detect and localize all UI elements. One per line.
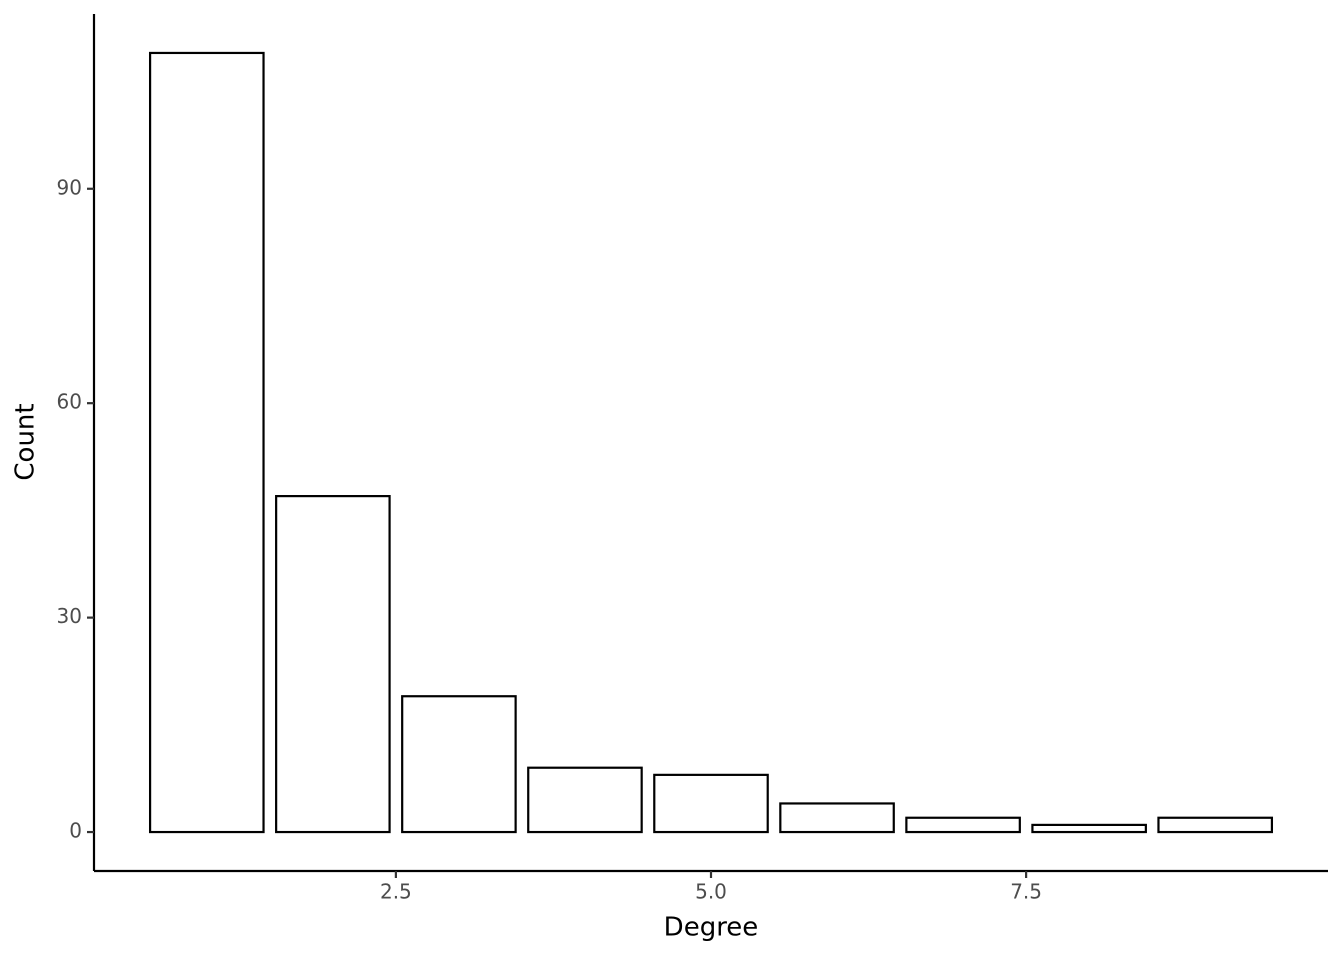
bar bbox=[275, 495, 391, 834]
bar bbox=[1157, 816, 1274, 834]
bar bbox=[653, 773, 769, 834]
y-tick-label: 90 bbox=[57, 175, 82, 199]
y-tick-label: 30 bbox=[57, 604, 82, 628]
bar bbox=[905, 816, 1021, 834]
y-tick-label: 60 bbox=[57, 390, 82, 414]
bar bbox=[779, 802, 895, 834]
bar bbox=[527, 766, 643, 834]
x-tick-label: 2.5 bbox=[380, 880, 412, 904]
y-axis-title: Count bbox=[11, 403, 41, 480]
bar bbox=[401, 695, 517, 834]
y-tick-label: 0 bbox=[69, 819, 82, 843]
x-tick-label: 5.0 bbox=[695, 880, 727, 904]
x-tick-label: 7.5 bbox=[1010, 880, 1042, 904]
bar bbox=[148, 51, 265, 834]
x-axis-title: Degree bbox=[664, 913, 759, 943]
bar bbox=[1031, 823, 1147, 834]
